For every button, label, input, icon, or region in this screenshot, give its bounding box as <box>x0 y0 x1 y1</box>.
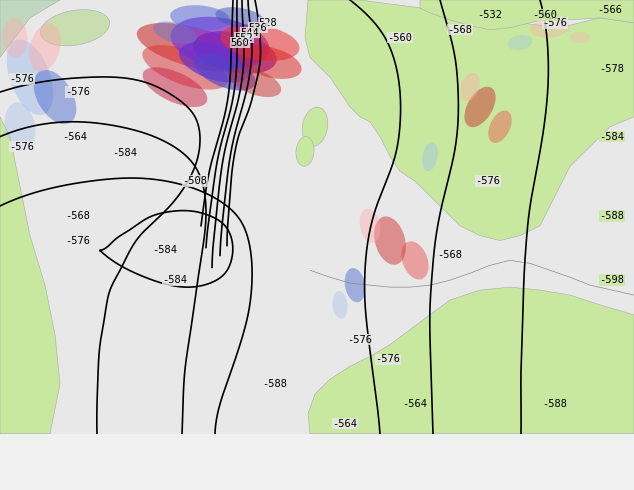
Text: -576: -576 <box>65 236 91 245</box>
Ellipse shape <box>4 102 36 151</box>
Ellipse shape <box>34 70 76 124</box>
Text: -576: -576 <box>65 87 91 97</box>
Ellipse shape <box>3 18 27 57</box>
Ellipse shape <box>195 54 256 91</box>
Text: -584: -584 <box>153 245 178 255</box>
Ellipse shape <box>570 32 590 44</box>
Text: 2: 2 <box>195 472 202 485</box>
Ellipse shape <box>422 142 438 171</box>
Text: -532: -532 <box>477 10 503 20</box>
Text: -588: -588 <box>262 379 287 389</box>
Polygon shape <box>0 0 60 57</box>
Ellipse shape <box>238 46 302 79</box>
Ellipse shape <box>488 110 512 143</box>
Text: -568: -568 <box>65 211 91 221</box>
Ellipse shape <box>153 22 197 44</box>
Text: -588: -588 <box>543 399 567 409</box>
Polygon shape <box>305 0 634 241</box>
Text: -576: -576 <box>476 176 500 186</box>
Text: -576: -576 <box>375 354 401 365</box>
Text: 560: 560 <box>231 38 249 48</box>
Text: 4: 4 <box>221 472 229 485</box>
Text: -566: -566 <box>597 5 623 15</box>
Ellipse shape <box>170 5 230 30</box>
Polygon shape <box>308 287 634 434</box>
Text: -568: -568 <box>437 250 462 261</box>
Ellipse shape <box>221 24 299 61</box>
Text: -8: -8 <box>75 472 89 485</box>
Text: 8: 8 <box>275 472 283 485</box>
Ellipse shape <box>460 73 480 101</box>
Text: 6: 6 <box>249 472 256 485</box>
Text: @weatheronline.co.uk: @weatheronline.co.uk <box>486 472 628 485</box>
Text: -564: -564 <box>63 132 87 142</box>
Ellipse shape <box>179 42 251 82</box>
Ellipse shape <box>296 137 314 166</box>
Text: -584: -584 <box>162 275 188 285</box>
Text: -4: -4 <box>129 472 143 485</box>
Ellipse shape <box>464 87 496 127</box>
Text: -576: -576 <box>543 18 567 28</box>
Text: -588: -588 <box>600 211 624 221</box>
Ellipse shape <box>137 23 253 72</box>
Text: 552: 552 <box>235 33 254 43</box>
Text: -598: -598 <box>600 275 624 285</box>
Text: T-Adv. 500 hPa   ECMWF: T-Adv. 500 hPa ECMWF <box>4 439 169 452</box>
Text: -564: -564 <box>332 419 358 429</box>
Text: -6: -6 <box>102 472 116 485</box>
Ellipse shape <box>508 35 533 50</box>
Ellipse shape <box>142 45 228 90</box>
Ellipse shape <box>374 217 406 265</box>
Ellipse shape <box>359 209 380 243</box>
Ellipse shape <box>193 31 277 74</box>
Text: -560: -560 <box>533 10 557 20</box>
Text: (K/6h): (K/6h) <box>4 472 47 485</box>
Text: -560: -560 <box>387 33 413 43</box>
Ellipse shape <box>171 17 269 69</box>
Text: Su 02-06-2024 06:00 UTC (00+06): Su 02-06-2024 06:00 UTC (00+06) <box>398 439 630 452</box>
Text: -568: -568 <box>448 24 472 35</box>
Ellipse shape <box>41 10 110 46</box>
Text: -584: -584 <box>112 148 138 158</box>
Text: 536: 536 <box>249 23 268 33</box>
Ellipse shape <box>7 39 53 115</box>
Ellipse shape <box>401 241 429 279</box>
Polygon shape <box>0 117 60 434</box>
Text: -576: -576 <box>10 142 34 151</box>
Text: 544: 544 <box>241 27 259 38</box>
Text: -508: -508 <box>183 176 207 186</box>
Ellipse shape <box>143 67 207 107</box>
Text: -584: -584 <box>600 132 624 142</box>
Ellipse shape <box>216 7 264 28</box>
Text: -576: -576 <box>10 74 34 84</box>
Text: -578: -578 <box>600 64 624 74</box>
Ellipse shape <box>302 107 328 147</box>
Ellipse shape <box>332 291 347 319</box>
Ellipse shape <box>530 18 570 38</box>
Text: -2: -2 <box>156 472 170 485</box>
Text: -564: -564 <box>403 399 427 409</box>
Text: 528: 528 <box>259 18 278 28</box>
Ellipse shape <box>29 24 61 72</box>
Text: -576: -576 <box>347 335 373 344</box>
Ellipse shape <box>229 67 281 97</box>
Polygon shape <box>420 0 634 30</box>
Ellipse shape <box>345 268 365 302</box>
